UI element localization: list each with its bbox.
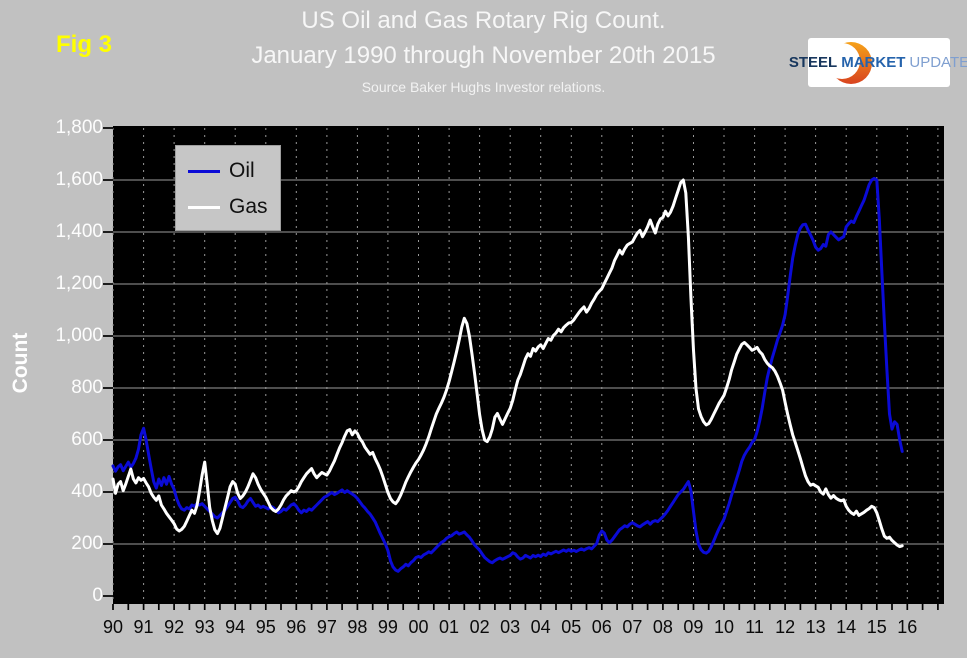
logo-inner: STEEL MARKET UPDATE — [789, 38, 967, 87]
x-axis-tick-label: 98 — [347, 617, 368, 637]
y-axis-tick-label: 200 — [71, 533, 103, 554]
x-axis-tick-label: 13 — [805, 617, 826, 637]
x-axis-tick-label: 99 — [377, 617, 398, 637]
logo-text: STEEL MARKET UPDATE — [789, 38, 967, 87]
x-axis-tick-label: 94 — [225, 617, 246, 637]
x-axis-tick-label: 96 — [286, 617, 307, 637]
logo-word-update: UPDATE — [909, 54, 967, 71]
legend-item-gas: Gas — [188, 189, 280, 225]
y-axis-tick-label: 1,600 — [55, 169, 103, 190]
x-axis-tick-label: 97 — [316, 617, 337, 637]
x-axis-tick-label: 16 — [897, 617, 918, 637]
gas-line-swatch — [188, 205, 220, 209]
y-axis-tick-label: 1,200 — [55, 273, 103, 294]
y-axis-tick-label: 1,000 — [55, 325, 103, 346]
x-axis-tick-label: 90 — [102, 617, 124, 637]
chart-source: Source Baker Hughs Investor relations. — [361, 79, 606, 95]
x-axis-tick-label: 00 — [408, 617, 429, 637]
x-axis-tick-label: 01 — [439, 617, 460, 637]
y-axis-tick-label: 800 — [71, 377, 103, 398]
y-axis-tick-label: 0 — [92, 585, 103, 606]
x-axis-tick-label: 06 — [591, 617, 612, 637]
steel-market-update-logo: STEEL MARKET UPDATE — [789, 38, 967, 87]
x-axis-tick-label: 93 — [194, 617, 215, 637]
y-axis-tick-label: 1,800 — [55, 117, 103, 138]
x-axis-tick-label: 14 — [836, 617, 857, 637]
x-axis-tick-label: 95 — [255, 617, 276, 637]
figure-label: Fig 3 — [56, 31, 113, 58]
x-axis-tick-label: 08 — [652, 617, 673, 637]
logo-word-market: MARKET — [841, 54, 906, 71]
gas-series-line — [111, 178, 904, 549]
chart-subtitle: January 1990 through November 20th 2015 — [251, 42, 716, 69]
crescent-moon-icon — [828, 42, 872, 84]
y-axis-tick-label: 400 — [71, 481, 103, 502]
y-axis-tick-label: 1,400 — [55, 221, 103, 242]
x-axis-tick-label: 92 — [164, 617, 185, 637]
y-axis-tick-label: 600 — [71, 429, 103, 450]
x-axis-tick-label: 05 — [561, 617, 582, 637]
legend-label-gas: Gas — [229, 195, 268, 218]
legend-item-oil: Oil — [188, 153, 280, 189]
x-axis-tick-label: 91 — [133, 617, 154, 637]
x-axis-tick-label: 02 — [469, 617, 490, 637]
x-axis-tick-label: 09 — [683, 617, 704, 637]
x-axis-tick-label: 04 — [530, 617, 551, 637]
logo-word-steel: STEEL — [788, 54, 838, 71]
legend: Oil Gas — [175, 145, 281, 231]
oil-series-line — [111, 176, 904, 573]
x-axis-tick-label: 12 — [775, 617, 796, 637]
x-axis-tick-label: 07 — [622, 617, 643, 637]
x-axis-tick-label: 03 — [500, 617, 521, 637]
x-axis-tick-label: 10 — [713, 617, 735, 637]
x-axis-tick-label: 11 — [745, 617, 764, 637]
chart-title: US Oil and Gas Rotary Rig Count. — [301, 7, 666, 34]
oil-line-swatch — [188, 169, 220, 173]
legend-label-oil: Oil — [229, 159, 255, 182]
x-axis-tick-label: 15 — [866, 617, 887, 637]
